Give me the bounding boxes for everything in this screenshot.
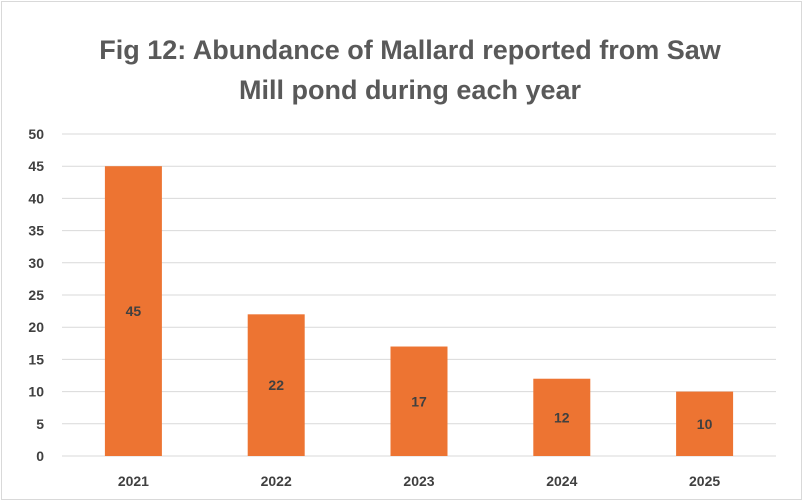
y-tick-label: 0 xyxy=(36,448,44,464)
bar-2025 xyxy=(676,391,734,456)
data-label-2022: 22 xyxy=(268,377,284,393)
y-tick-label: 10 xyxy=(28,384,44,400)
data-label-2021: 45 xyxy=(126,303,142,319)
x-axis-ticks: 2021 2022 2023 2024 2025 xyxy=(118,473,721,489)
data-labels: 45 22 17 12 10 xyxy=(126,303,713,432)
chart-title: Fig 12: Abundance of Mallard reported fr… xyxy=(60,30,760,110)
y-tick-label: 15 xyxy=(28,351,44,367)
x-tick-label: 2022 xyxy=(261,473,292,489)
y-axis-ticks: 0 5 10 15 20 25 30 35 40 45 50 xyxy=(28,126,44,464)
y-tick-label: 25 xyxy=(28,287,44,303)
data-label-2025: 10 xyxy=(697,416,713,432)
chart-title-line-2: Mill pond during each year xyxy=(238,75,582,105)
y-tick-label: 20 xyxy=(28,319,44,335)
y-tick-label: 35 xyxy=(28,223,44,239)
data-label-2024: 12 xyxy=(554,409,570,425)
bar-2024 xyxy=(533,378,591,456)
chart-title-line-1: Fig 12: Abundance of Mallard reported fr… xyxy=(99,35,721,65)
data-label-2023: 17 xyxy=(411,393,427,409)
y-tick-label: 5 xyxy=(36,416,44,432)
bar-2021 xyxy=(104,166,162,456)
y-tick-label: 40 xyxy=(28,190,44,206)
bars xyxy=(104,166,734,456)
bar-2022 xyxy=(247,314,305,456)
y-tick-label: 30 xyxy=(28,255,44,271)
x-tick-label: 2024 xyxy=(546,473,577,489)
x-tick-label: 2021 xyxy=(118,473,149,489)
x-tick-label: 2023 xyxy=(403,473,434,489)
x-tick-label: 2025 xyxy=(689,473,720,489)
y-tick-label: 45 xyxy=(28,158,44,174)
bar-2023 xyxy=(390,346,448,456)
y-tick-label: 50 xyxy=(28,126,44,142)
